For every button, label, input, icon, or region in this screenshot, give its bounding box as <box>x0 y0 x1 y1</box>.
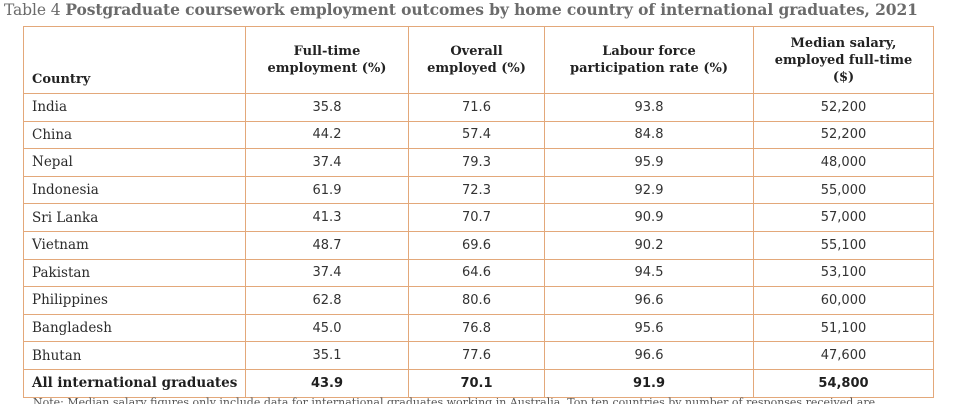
cell-median-salary: 52,200 <box>753 120 934 150</box>
employment-outcomes-table: Country Full-time employment (%) Overall… <box>23 26 934 398</box>
cell-overall-employed: 72.3 <box>408 175 545 205</box>
cell-country: Bhutan <box>23 341 246 370</box>
cell-labour-force-participation: 92.9 <box>544 175 754 205</box>
cell-labour-force-participation: 84.8 <box>544 120 754 150</box>
cell-country: Indonesia <box>23 175 246 205</box>
cell-labour-force-participation: 95.9 <box>544 148 754 177</box>
table-row: China 44.2 57.4 84.8 52,200 <box>23 120 934 150</box>
cell-labour-force-participation: 96.6 <box>544 286 754 315</box>
table-row: Bhutan 35.1 77.6 96.6 47,600 <box>23 341 934 370</box>
table-caption: Postgraduate coursework employment outco… <box>65 0 918 19</box>
cell-overall-employed: 64.6 <box>408 258 545 288</box>
cell-overall-employed: 69.6 <box>408 230 545 260</box>
cell-full-time-employment: 45.0 <box>245 313 409 343</box>
column-header-overall-employed: Overall employed (%) <box>408 26 545 94</box>
cell-overall-employed: 71.6 <box>408 93 545 122</box>
column-header-full-time-employment: Full-time employment (%) <box>245 26 409 94</box>
cell-country: Nepal <box>23 148 246 177</box>
cell-median-salary: 52,200 <box>753 93 934 122</box>
cell-overall-employed: 79.3 <box>408 148 545 177</box>
cell-overall-employed: 57.4 <box>408 120 545 150</box>
cell-labour-force-participation: 95.6 <box>544 313 754 343</box>
cell-median-salary: 55,100 <box>753 230 934 260</box>
cell-country: Pakistan <box>23 258 246 288</box>
cell-overall-employed: 70.7 <box>408 203 545 232</box>
cell-full-time-employment: 61.9 <box>245 175 409 205</box>
cell-full-time-employment: 41.3 <box>245 203 409 232</box>
cell-median-salary: 47,600 <box>753 341 934 370</box>
cell-country: Philippines <box>23 286 246 315</box>
total-cell-median-salary: 54,800 <box>753 368 934 398</box>
cell-full-time-employment: 37.4 <box>245 258 409 288</box>
cell-full-time-employment: 37.4 <box>245 148 409 177</box>
table-row: Philippines 62.8 80.6 96.6 60,000 <box>23 286 934 315</box>
cell-full-time-employment: 48.7 <box>245 230 409 260</box>
table-row: India 35.8 71.6 93.8 52,200 <box>23 93 934 122</box>
cell-overall-employed: 77.6 <box>408 341 545 370</box>
cell-labour-force-participation: 90.9 <box>544 203 754 232</box>
column-header-median-salary: Median salary, employed full-time ($) <box>753 26 934 94</box>
total-row: All international graduates 43.9 70.1 91.9 5… <box>23 368 934 398</box>
table-title: Table 4 Postgraduate coursework employme… <box>4 0 918 22</box>
cell-median-salary: 53,100 <box>753 258 934 288</box>
total-cell-overall-employed: 70.1 <box>408 368 545 398</box>
total-cell-full-time-employment: 43.9 <box>245 368 409 398</box>
cell-overall-employed: 80.6 <box>408 286 545 315</box>
cell-labour-force-participation: 93.8 <box>544 93 754 122</box>
table-row: Nepal 37.4 79.3 95.9 48,000 <box>23 148 934 177</box>
table-note: Note: Median salary figures only include… <box>33 396 876 404</box>
cell-overall-employed: 76.8 <box>408 313 545 343</box>
cell-country: Sri Lanka <box>23 203 246 232</box>
cell-median-salary: 60,000 <box>753 286 934 315</box>
cell-median-salary: 55,000 <box>753 175 934 205</box>
cell-median-salary: 51,100 <box>753 313 934 343</box>
total-cell-labour-force-participation: 91.9 <box>544 368 754 398</box>
cell-country: Vietnam <box>23 230 246 260</box>
table-number: Table 4 <box>4 1 61 19</box>
cell-labour-force-participation: 96.6 <box>544 341 754 370</box>
cell-median-salary: 48,000 <box>753 148 934 177</box>
header-row: Country Full-time employment (%) Overall… <box>23 26 934 94</box>
cell-country: India <box>23 93 246 122</box>
cell-labour-force-participation: 90.2 <box>544 230 754 260</box>
table-row: Pakistan 37.4 64.6 94.5 53,100 <box>23 258 934 288</box>
column-header-country: Country <box>23 26 246 94</box>
total-cell-country: All international graduates <box>23 368 246 398</box>
cell-country: Bangladesh <box>23 313 246 343</box>
cell-median-salary: 57,000 <box>753 203 934 232</box>
cell-full-time-employment: 44.2 <box>245 120 409 150</box>
table-row: Sri Lanka 41.3 70.7 90.9 57,000 <box>23 203 934 232</box>
cell-full-time-employment: 35.8 <box>245 93 409 122</box>
cell-full-time-employment: 35.1 <box>245 341 409 370</box>
table-row: Indonesia 61.9 72.3 92.9 55,000 <box>23 175 934 205</box>
cell-full-time-employment: 62.8 <box>245 286 409 315</box>
table-row: Bangladesh 45.0 76.8 95.6 51,100 <box>23 313 934 343</box>
cell-labour-force-participation: 94.5 <box>544 258 754 288</box>
table-row: Vietnam 48.7 69.6 90.2 55,100 <box>23 230 934 260</box>
column-header-labour-force-participation: Labour force participation rate (%) <box>544 26 754 94</box>
cell-country: China <box>23 120 246 150</box>
